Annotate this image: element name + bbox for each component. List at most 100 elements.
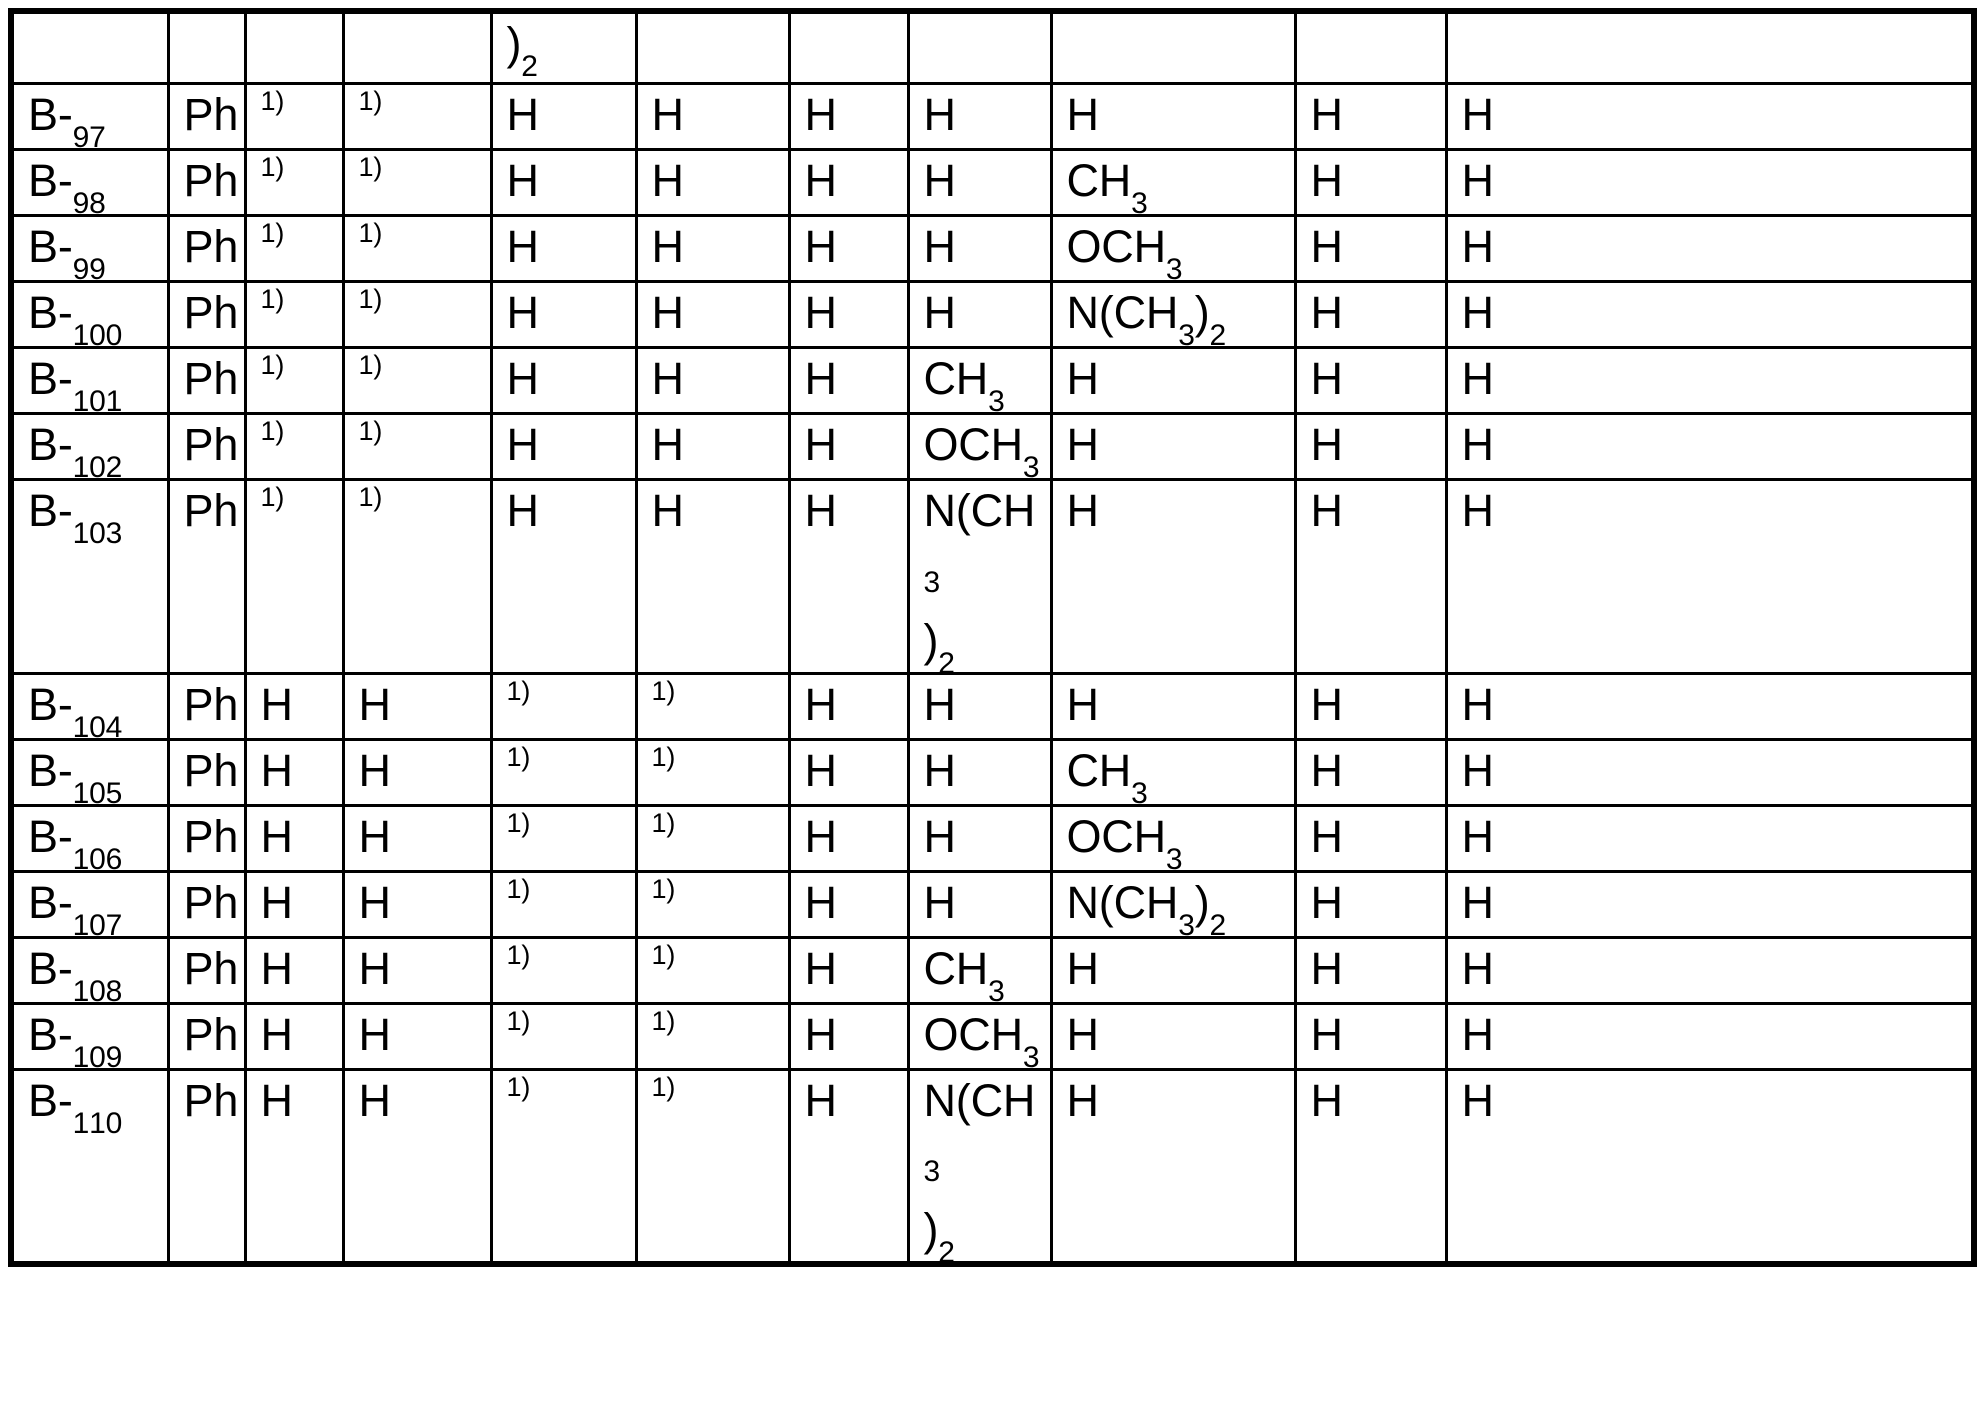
- substituent-cell: H: [489, 82, 638, 151]
- substituent-cell: H: [489, 346, 638, 415]
- row-label-cell: B-110: [9, 1067, 170, 1266]
- substituent-cell: H: [634, 82, 791, 151]
- substituent-cell: Ph: [166, 869, 247, 939]
- table-row: B-110 Ph H H 1) 1) H N(CH3)2 H H H: [9, 1067, 1976, 1266]
- substituent-cell: H: [243, 671, 345, 741]
- substituent-cell: 1): [634, 869, 791, 939]
- substituent-cell: OCH3: [1049, 803, 1297, 873]
- substituent-cell: H: [787, 346, 910, 415]
- substituent-cell: H: [243, 869, 345, 939]
- substituent-cell: H: [1444, 478, 1976, 675]
- table-row: B-104 Ph H H 1) 1) H H H H H: [9, 671, 1976, 741]
- footnote-marker: 1): [506, 1071, 531, 1102]
- chem-subscript: 0: [89, 974, 106, 1004]
- substituent-cell: 1): [341, 148, 493, 217]
- substituent-cell: H: [634, 346, 791, 415]
- chem-wrap-line: )2: [924, 1205, 1049, 1265]
- footnote-marker: 1): [358, 152, 383, 182]
- chem-subscript: 2: [938, 1236, 955, 1265]
- substituent-cell: OCH3: [1049, 214, 1297, 283]
- substituent-cell: 1): [243, 280, 345, 349]
- row-label-cell: B-100: [9, 280, 170, 349]
- substituent-cell: H: [1293, 671, 1448, 741]
- substituent-cell: 1): [243, 148, 345, 217]
- substituent-cell: H: [341, 869, 493, 939]
- substituent-cell: H: [787, 1067, 910, 1266]
- chem-subscript: 1: [72, 385, 90, 414]
- table-row: B-106 Ph H H 1) 1) H H OCH3 H H: [9, 803, 1976, 873]
- substituent-cell: OCH3: [906, 412, 1053, 481]
- chem-subscript: 1: [72, 776, 90, 806]
- substituent-cell: H: [906, 214, 1053, 283]
- table-row: B-109 Ph H H 1) 1) H OCH3 H H H: [9, 1001, 1976, 1071]
- chem-subscript: 5: [105, 776, 123, 806]
- substituent-cell: H: [1049, 82, 1297, 151]
- substituent-cell: H: [1293, 478, 1448, 675]
- substituent-cell: H: [1293, 737, 1448, 807]
- chem-subscript: 3: [1131, 187, 1148, 216]
- footnote-marker: 1): [506, 741, 531, 772]
- footnote-marker: 1): [506, 1005, 531, 1036]
- substituent-cell: N(CH3)2: [1049, 280, 1297, 349]
- footnote-marker: 1): [260, 416, 285, 446]
- footnote-marker: 1): [358, 218, 383, 248]
- substituent-cell: H: [341, 935, 493, 1005]
- substituent-cell: H: [634, 412, 791, 481]
- substituent-cell: H: [787, 148, 910, 217]
- substituent-cell: [166, 9, 247, 85]
- substituent-cell: H: [1444, 869, 1976, 939]
- substituent-cell: H: [634, 280, 791, 349]
- chem-subscript: 4: [105, 710, 123, 740]
- chem-subscript: 8: [89, 187, 106, 216]
- footnote-marker: 1): [358, 350, 383, 380]
- chem-subscript: 0: [89, 517, 106, 550]
- chem-subscript: 1: [72, 908, 90, 938]
- footnote-marker: 1): [358, 416, 383, 446]
- substituent-cell: H: [243, 803, 345, 873]
- footnote-marker: 1): [651, 939, 676, 970]
- chem-subscript: 3: [1165, 253, 1183, 282]
- footnote-marker: 1): [358, 482, 383, 512]
- substituent-cell: 1): [489, 1067, 638, 1266]
- substituent-cell: H: [1049, 346, 1297, 415]
- footnote-marker: 1): [651, 741, 676, 772]
- chem-subscript: 3: [1178, 908, 1195, 938]
- table-row: B-107 Ph H H 1) 1) H H N(CH3)2 H H: [9, 869, 1976, 939]
- row-label-cell: B-101: [9, 346, 170, 415]
- substituent-cell: H: [341, 803, 493, 873]
- substituent-cell: H: [489, 214, 638, 283]
- substituent-cell: H: [1444, 737, 1976, 807]
- substituent-cell: H: [341, 671, 493, 741]
- substituent-cell: 1): [243, 82, 345, 151]
- chem-subscript: 2: [521, 50, 538, 83]
- substituent-cell: CH3: [1049, 737, 1297, 807]
- row-label-cell: B-107: [9, 869, 170, 939]
- substituent-cell: H: [1293, 935, 1448, 1005]
- chem-subscript: 0: [89, 842, 106, 872]
- footnote-marker: 1): [260, 284, 285, 314]
- substituent-cell: H: [243, 737, 345, 807]
- footnote-marker: 1): [260, 86, 285, 116]
- substituent-cell: )2: [489, 9, 638, 85]
- substituent-cell: CH3: [1049, 148, 1297, 217]
- footnote-marker: 1): [506, 873, 531, 904]
- substituent-cell: Ph: [166, 346, 247, 415]
- substituent-cell: H: [787, 803, 910, 873]
- substituent-cell: H: [1293, 214, 1448, 283]
- substituent-cell: 1): [341, 412, 493, 481]
- substituent-cell: H: [1049, 412, 1297, 481]
- substituent-cell: 1): [634, 1067, 791, 1266]
- substituent-cell: 1): [489, 869, 638, 939]
- substituent-cell: [341, 9, 493, 85]
- substituent-cell: 1): [341, 280, 493, 349]
- chem-subscript: 3: [923, 1155, 941, 1189]
- row-label-cell: B-108: [9, 935, 170, 1005]
- substituent-cell: H: [906, 869, 1053, 939]
- footnote-marker: 1): [260, 218, 285, 248]
- substituent-cell: [1444, 9, 1976, 85]
- footnote-marker: 1): [651, 1005, 676, 1036]
- substituent-cell: N(CH3)2: [906, 478, 1053, 675]
- chem-subscript: 1: [72, 1106, 90, 1140]
- substituent-cell: H: [906, 671, 1053, 741]
- chem-subscript: 6: [105, 842, 123, 872]
